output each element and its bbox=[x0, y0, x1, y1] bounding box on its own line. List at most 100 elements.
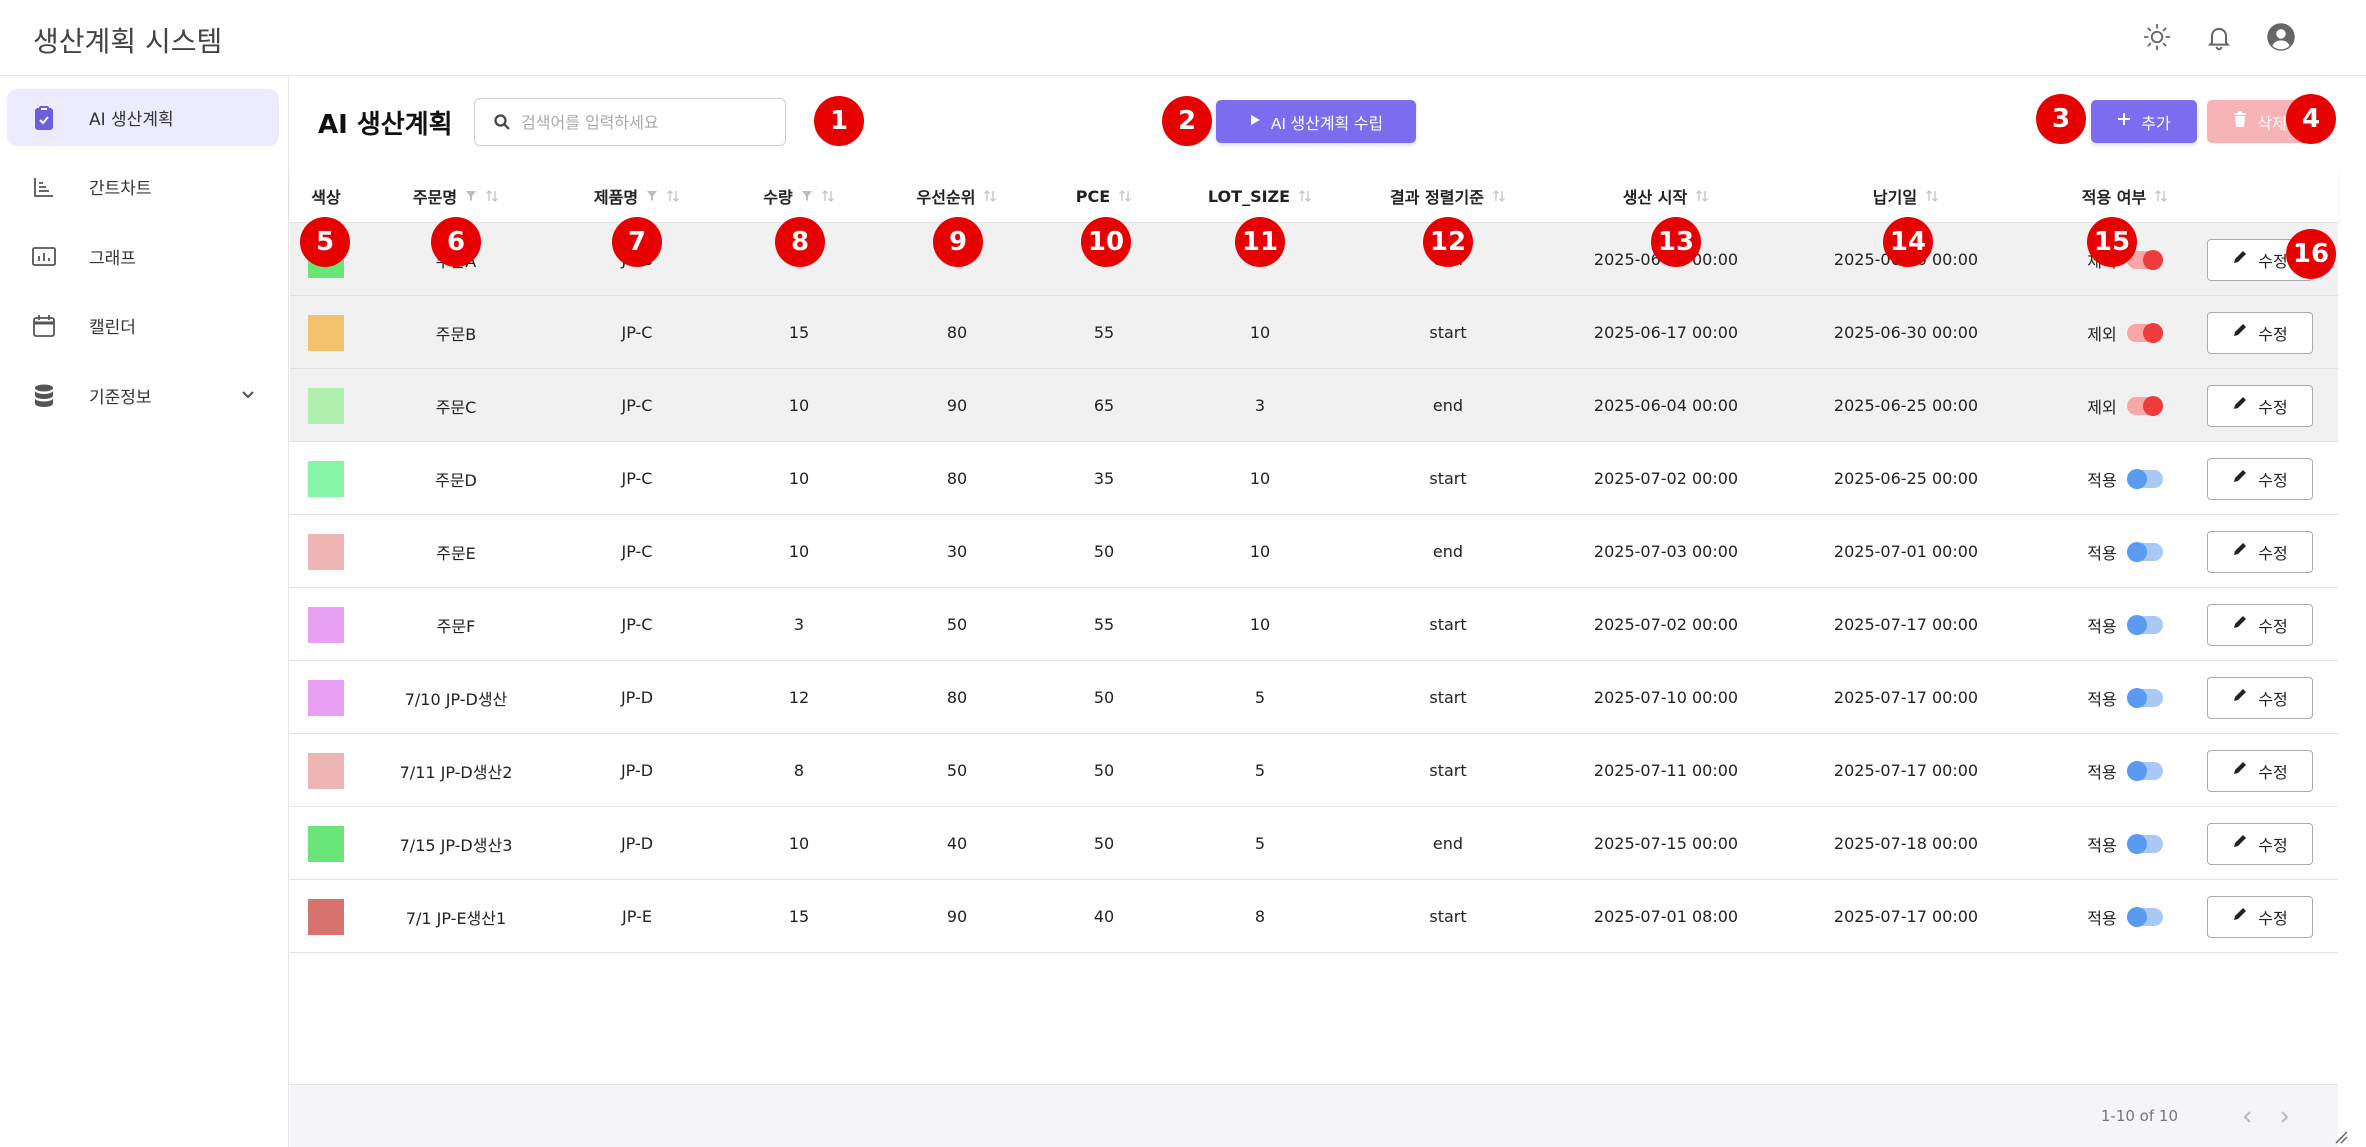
edit-button[interactable]: 수정 bbox=[2207, 457, 2313, 500]
sidebar-item-master-data[interactable]: 기준정보 bbox=[7, 367, 279, 424]
sort-icon[interactable] bbox=[2154, 189, 2168, 203]
cell-product-name: JP-C bbox=[621, 323, 653, 342]
column-header-label: 적용 여부 bbox=[2081, 188, 2147, 207]
column-header-order-name[interactable]: 주문명 bbox=[346, 169, 566, 223]
cell-production-start: 2025-07-02 00:00 bbox=[1593, 469, 1739, 488]
sort-icon[interactable] bbox=[1925, 189, 1939, 203]
cell-priority: 50 bbox=[946, 615, 968, 634]
toggle-knob bbox=[2126, 833, 2147, 854]
table-row[interactable]: 주문D JP-C 10 80 35 10 start 2025-07-02 00:00 2025… bbox=[290, 442, 2338, 515]
sort-icon[interactable] bbox=[821, 189, 835, 203]
marker-15: 15 bbox=[2087, 217, 2137, 267]
marker-13: 13 bbox=[1651, 217, 1701, 267]
cell-quantity: 10 bbox=[788, 396, 810, 415]
cell-order-name: 주문D bbox=[435, 470, 477, 490]
next-page-button[interactable] bbox=[2272, 1105, 2296, 1129]
table-row[interactable]: 주문B JP-C 15 80 55 10 start 2025-06-17 00:00 2025… bbox=[290, 296, 2338, 369]
applied-toggle[interactable] bbox=[2126, 614, 2163, 635]
edit-button[interactable]: 수정 bbox=[2207, 384, 2313, 427]
toggle-knob bbox=[2142, 322, 2163, 343]
bell-icon[interactable] bbox=[2202, 20, 2236, 54]
table-row[interactable]: 7/15 JP-D생산3 JP-D 10 40 50 5 end 2025-07-15 00:… bbox=[290, 807, 2338, 880]
resize-handle-icon[interactable] bbox=[2334, 1129, 2348, 1144]
marker-4: 4 bbox=[2286, 94, 2336, 144]
sort-icon[interactable] bbox=[1118, 189, 1132, 203]
applied-toggle[interactable] bbox=[2126, 395, 2163, 416]
edit-button[interactable]: 수정 bbox=[2207, 530, 2313, 573]
column-header-quantity[interactable]: 수량 bbox=[689, 169, 909, 223]
edit-button[interactable]: 수정 bbox=[2207, 311, 2313, 354]
edit-button[interactable]: 수정 bbox=[2207, 676, 2313, 719]
toggle-knob bbox=[2126, 541, 2147, 562]
column-header-production-start[interactable]: 생산 시작 bbox=[1556, 169, 1776, 223]
table-row[interactable]: 주문F JP-C 3 50 55 10 start 2025-07-02 00:00 2025-… bbox=[290, 588, 2338, 661]
cell-applied: 적용 bbox=[2015, 661, 2235, 734]
add-button[interactable]: 추가 bbox=[2091, 100, 2197, 143]
table-row[interactable]: 7/10 JP-D생산 JP-D 12 80 50 5 start 2025-07-10 00… bbox=[290, 661, 2338, 734]
edit-button-label: 수정 bbox=[2258, 910, 2288, 928]
sidebar-item-ai-plan[interactable]: AI 생산계획 bbox=[7, 89, 279, 146]
applied-toggle[interactable] bbox=[2126, 760, 2163, 781]
table-row[interactable]: 주문C JP-C 10 90 65 3 end 2025-06-04 00:00 2025-06… bbox=[290, 369, 2338, 442]
applied-toggle[interactable] bbox=[2126, 322, 2163, 343]
toggle-knob bbox=[2126, 906, 2147, 927]
user-avatar-icon[interactable] bbox=[2264, 20, 2298, 54]
column-header-sort-basis[interactable]: 결과 정렬기준 bbox=[1338, 169, 1558, 223]
cell-order-name: 주문B bbox=[435, 324, 477, 344]
column-header-due-date[interactable]: 납기일 bbox=[1796, 169, 2016, 223]
filter-icon[interactable] bbox=[465, 190, 477, 202]
sort-icon[interactable] bbox=[1695, 189, 1709, 203]
cell-production-start: 2025-06-17 00:00 bbox=[1593, 323, 1739, 342]
edit-button[interactable]: 수정 bbox=[2207, 822, 2313, 865]
sort-icon[interactable] bbox=[1492, 189, 1506, 203]
table-row[interactable]: 7/1 JP-E생산1 JP-E 15 90 40 8 start 2025-07-01 08… bbox=[290, 880, 2338, 953]
sidebar-item-label: 캘린더 bbox=[89, 318, 136, 338]
search-box[interactable] bbox=[474, 98, 786, 146]
filter-icon[interactable] bbox=[646, 190, 658, 202]
cell-pce: 40 bbox=[1093, 907, 1115, 926]
column-header-product-name[interactable]: 제품명 bbox=[527, 169, 747, 223]
sort-icon[interactable] bbox=[983, 189, 997, 203]
applied-toggle[interactable] bbox=[2126, 906, 2163, 927]
edit-button[interactable]: 수정 bbox=[2207, 895, 2313, 938]
cell-order-name: 7/11 JP-D생산2 bbox=[399, 762, 513, 782]
column-header-lot-size[interactable]: LOT_SIZE bbox=[1150, 169, 1370, 223]
sidebar-item-graph[interactable]: 그래프 bbox=[7, 228, 279, 285]
applied-toggle[interactable] bbox=[2126, 249, 2163, 270]
sidebar-item-gantt[interactable]: 간트차트 bbox=[7, 158, 279, 215]
column-header-label: 생산 시작 bbox=[1622, 188, 1688, 207]
sort-icon[interactable] bbox=[485, 189, 499, 203]
prev-page-button[interactable] bbox=[2236, 1105, 2260, 1129]
applied-toggle[interactable] bbox=[2126, 468, 2163, 489]
table-row[interactable]: 주문AJP-C10205010end2025-06-23 00:002025-0… bbox=[290, 223, 2338, 296]
column-header-color[interactable]: 색상 bbox=[216, 169, 436, 223]
pencil-icon bbox=[2232, 833, 2248, 854]
column-header-label: PCE bbox=[1075, 186, 1111, 206]
cell-product-name: JP-D bbox=[620, 761, 654, 780]
sort-icon[interactable] bbox=[666, 189, 680, 203]
ai-plan-button[interactable]: AI 생산계획 수립 bbox=[1216, 100, 1416, 143]
search-input[interactable] bbox=[521, 112, 781, 132]
color-swatch bbox=[308, 460, 344, 497]
table-row[interactable]: 주문E JP-C 10 30 50 10 end 2025-07-03 00:00 2025-0… bbox=[290, 515, 2338, 588]
filter-icon[interactable] bbox=[801, 190, 813, 202]
cell-priority: 50 bbox=[946, 761, 968, 780]
sidebar-item-calendar[interactable]: 캘린더 bbox=[7, 297, 279, 354]
cell-due-date: 2025-06-25 00:00 bbox=[1833, 469, 1979, 488]
column-header-pce[interactable]: PCE bbox=[994, 169, 1214, 223]
table-row[interactable]: 7/11 JP-D생산2 JP-D 8 50 50 5 start 2025-07-11 00… bbox=[290, 734, 2338, 807]
cell-product-name: JP-C bbox=[621, 615, 653, 634]
edit-button[interactable]: 수정 bbox=[2207, 749, 2313, 792]
cell-actions: 수정 bbox=[2205, 807, 2315, 880]
applied-toggle[interactable] bbox=[2126, 687, 2163, 708]
applied-toggle[interactable] bbox=[2126, 833, 2163, 854]
applied-status-text: 적용 bbox=[2087, 762, 2117, 782]
applied-toggle[interactable] bbox=[2126, 541, 2163, 562]
column-header-applied[interactable]: 적용 여부 bbox=[2015, 169, 2235, 223]
cell-sort-basis: start bbox=[1429, 469, 1467, 488]
column-header-priority[interactable]: 우선순위 bbox=[847, 169, 1067, 223]
sort-icon[interactable] bbox=[1298, 189, 1312, 203]
sun-icon[interactable] bbox=[2140, 20, 2174, 54]
edit-button-label: 수정 bbox=[2258, 691, 2288, 709]
edit-button[interactable]: 수정 bbox=[2207, 603, 2313, 646]
